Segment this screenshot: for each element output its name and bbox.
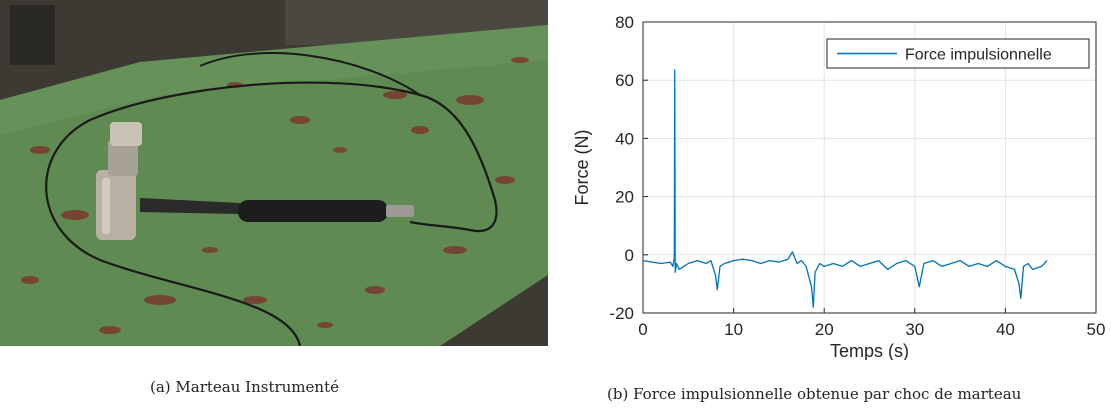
y-tick-label: 40: [615, 129, 634, 148]
hammer-grip: [238, 200, 388, 222]
y-tick-label: -20: [609, 304, 634, 323]
y-axis-label: Force (N): [572, 130, 592, 206]
y-tick-label: 0: [625, 246, 634, 265]
x-tick-label: 20: [815, 320, 834, 339]
x-tick-label: 30: [905, 320, 924, 339]
x-tick-label: 40: [996, 320, 1015, 339]
legend-label: Force impulsionnelle: [905, 47, 1052, 64]
hammer-head-shine: [102, 178, 110, 234]
y-tick-label: 80: [615, 13, 634, 32]
x-tick-label: 50: [1087, 320, 1106, 339]
y-tick-label: 20: [615, 188, 634, 207]
x-tick-label: 10: [724, 320, 743, 339]
x-axis-label: Temps (s): [830, 341, 909, 360]
x-tick-label: 0: [638, 320, 647, 339]
hammer-connector: [386, 205, 414, 217]
instrumented-hammer-photo: [0, 0, 548, 346]
y-tick-label: 60: [615, 71, 634, 90]
hammer-tip: [110, 122, 142, 146]
caption-b: (b) Force impulsionnelle obtenue par cho…: [607, 385, 1021, 403]
background-box: [10, 5, 55, 65]
caption-a: (a) Marteau Instrumenté: [150, 378, 339, 396]
